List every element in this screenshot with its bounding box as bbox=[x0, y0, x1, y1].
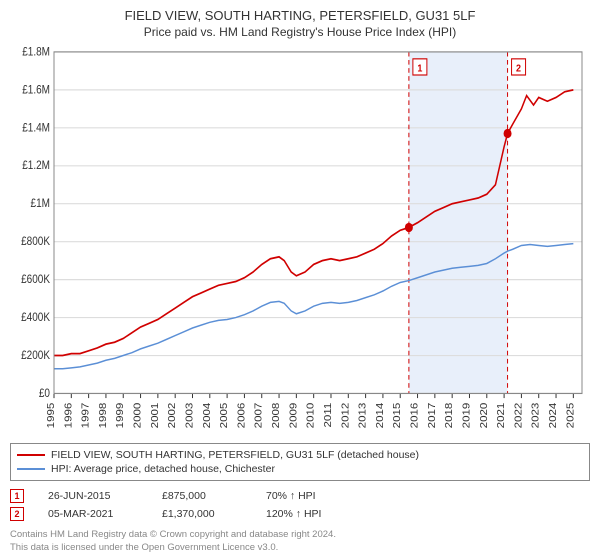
svg-text:2009: 2009 bbox=[288, 403, 299, 429]
svg-text:2005: 2005 bbox=[219, 403, 230, 429]
chart-plot-area: £0 £200K £400K £600K £800K £1M £1.2M £1.4M £1.6M… bbox=[10, 45, 590, 437]
svg-text:2013: 2013 bbox=[357, 403, 368, 429]
svg-text:2024: 2024 bbox=[548, 403, 559, 429]
transaction-price: £1,370,000 bbox=[162, 508, 242, 520]
svg-text:2012: 2012 bbox=[340, 403, 351, 429]
transaction-date: 26-JUN-2015 bbox=[48, 490, 138, 502]
svg-text:£1.4M: £1.4M bbox=[22, 122, 50, 135]
chart-container: FIELD VIEW, SOUTH HARTING, PETERSFIELD, … bbox=[0, 0, 600, 560]
svg-text:2001: 2001 bbox=[150, 403, 161, 429]
svg-text:1999: 1999 bbox=[115, 403, 126, 429]
svg-text:£800K: £800K bbox=[21, 236, 51, 249]
svg-text:1: 1 bbox=[417, 63, 423, 75]
svg-text:2: 2 bbox=[516, 63, 522, 75]
svg-text:1997: 1997 bbox=[80, 403, 91, 429]
transaction-row: 2 05-MAR-2021 £1,370,000 120% ↑ HPI bbox=[10, 505, 590, 523]
legend-label: FIELD VIEW, SOUTH HARTING, PETERSFIELD, … bbox=[51, 449, 419, 461]
transaction-marker: 1 bbox=[10, 489, 24, 503]
svg-text:£600K: £600K bbox=[21, 273, 51, 286]
attribution-line: This data is licensed under the Open Gov… bbox=[10, 542, 590, 554]
svg-text:2017: 2017 bbox=[427, 403, 438, 429]
svg-text:2019: 2019 bbox=[461, 403, 472, 429]
svg-text:2002: 2002 bbox=[167, 403, 178, 429]
legend: FIELD VIEW, SOUTH HARTING, PETERSFIELD, … bbox=[10, 443, 590, 481]
legend-item: FIELD VIEW, SOUTH HARTING, PETERSFIELD, … bbox=[17, 448, 583, 462]
transaction-date: 05-MAR-2021 bbox=[48, 508, 138, 520]
svg-text:1995: 1995 bbox=[46, 403, 57, 429]
attribution: Contains HM Land Registry data © Crown c… bbox=[10, 529, 590, 554]
svg-text:2014: 2014 bbox=[375, 403, 386, 429]
chart-title: FIELD VIEW, SOUTH HARTING, PETERSFIELD, … bbox=[10, 8, 590, 23]
svg-text:2025: 2025 bbox=[565, 403, 576, 429]
svg-text:2000: 2000 bbox=[132, 403, 143, 429]
svg-text:2020: 2020 bbox=[478, 403, 489, 429]
svg-text:£1.8M: £1.8M bbox=[22, 46, 50, 59]
line-chart-svg: £0 £200K £400K £600K £800K £1M £1.2M £1.4M £1.6M… bbox=[10, 45, 590, 437]
svg-text:£1M: £1M bbox=[31, 198, 50, 211]
svg-text:2010: 2010 bbox=[305, 403, 316, 429]
svg-text:2018: 2018 bbox=[444, 403, 455, 429]
svg-text:2007: 2007 bbox=[253, 403, 264, 429]
chart-subtitle: Price paid vs. HM Land Registry's House … bbox=[10, 25, 590, 39]
legend-swatch bbox=[17, 454, 45, 456]
legend-label: HPI: Average price, detached house, Chic… bbox=[51, 463, 275, 475]
svg-text:2022: 2022 bbox=[513, 403, 524, 429]
svg-text:1998: 1998 bbox=[98, 403, 109, 429]
svg-text:2004: 2004 bbox=[201, 403, 212, 429]
svg-text:£200K: £200K bbox=[21, 349, 51, 362]
svg-text:2011: 2011 bbox=[323, 403, 334, 428]
attribution-line: Contains HM Land Registry data © Crown c… bbox=[10, 529, 590, 541]
svg-text:2008: 2008 bbox=[271, 403, 282, 429]
transaction-price: £875,000 bbox=[162, 490, 242, 502]
svg-text:2016: 2016 bbox=[409, 403, 420, 429]
legend-item: HPI: Average price, detached house, Chic… bbox=[17, 462, 583, 476]
transaction-hpi-delta: 120% ↑ HPI bbox=[266, 508, 356, 520]
svg-text:£0: £0 bbox=[39, 387, 50, 400]
svg-text:2006: 2006 bbox=[236, 403, 247, 429]
transaction-row: 1 26-JUN-2015 £875,000 70% ↑ HPI bbox=[10, 487, 590, 505]
svg-text:2021: 2021 bbox=[496, 403, 507, 429]
svg-text:2015: 2015 bbox=[392, 403, 403, 429]
svg-text:2003: 2003 bbox=[184, 403, 195, 429]
svg-text:2023: 2023 bbox=[530, 403, 541, 429]
svg-text:1996: 1996 bbox=[63, 403, 74, 429]
transaction-table: 1 26-JUN-2015 £875,000 70% ↑ HPI 2 05-MAR-202… bbox=[10, 487, 590, 523]
svg-text:£400K: £400K bbox=[21, 311, 51, 324]
svg-text:£1.6M: £1.6M bbox=[22, 84, 50, 97]
legend-swatch bbox=[17, 468, 45, 470]
svg-text:£1.2M: £1.2M bbox=[22, 160, 50, 173]
transaction-marker: 2 bbox=[10, 507, 24, 521]
transaction-hpi-delta: 70% ↑ HPI bbox=[266, 490, 356, 502]
